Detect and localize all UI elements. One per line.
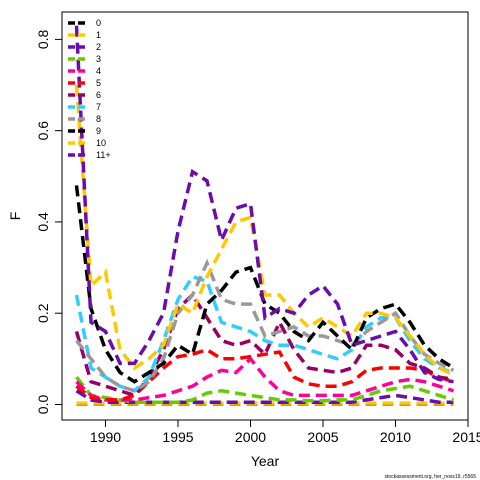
- x-tick-label: 1990: [90, 429, 121, 445]
- y-tick-label: 0.8: [35, 29, 51, 49]
- series-line: [74, 25, 454, 384]
- series-line: [74, 292, 454, 398]
- legend-label: 5: [96, 78, 101, 88]
- plot-frame: [61, 11, 469, 421]
- legend-label: 7: [96, 102, 101, 112]
- series-line: [75, 376, 455, 404]
- legend-label: 3: [96, 54, 101, 64]
- x-tick-label: 2015: [452, 429, 480, 445]
- series-line: [74, 274, 455, 393]
- x-axis-label: Year: [251, 453, 280, 469]
- series-line: [75, 356, 455, 402]
- y-tick-label: 0.0: [35, 395, 51, 415]
- footnote: stockassessment.org, her_noss19, r5565: [385, 474, 477, 480]
- legend-label: 8: [96, 114, 101, 124]
- legend-label: 6: [96, 90, 101, 100]
- legend-label: 9: [96, 126, 101, 136]
- series-line: [75, 389, 454, 404]
- y-axis-label: F: [7, 212, 23, 221]
- x-tick-label: 1995: [162, 429, 193, 445]
- series-line: [74, 185, 455, 384]
- legend-label: 11+: [96, 150, 111, 160]
- legend-label: 2: [96, 42, 101, 52]
- legend-label: 1: [96, 30, 101, 40]
- x-tick-label: 2010: [380, 429, 411, 445]
- x-tick-label: 2000: [235, 429, 266, 445]
- x-tick-label: 2005: [307, 429, 338, 445]
- y-tick-label: 0.6: [35, 121, 51, 141]
- series-line: [74, 84, 455, 377]
- y-tick-label: 0.2: [35, 303, 51, 323]
- series-line: [75, 258, 455, 393]
- legend-label: 0: [96, 18, 101, 28]
- y-tick-label: 0.4: [35, 212, 51, 232]
- plot-area: [74, 25, 455, 406]
- legend-label: 4: [96, 66, 101, 76]
- legend-label: 10: [96, 138, 106, 148]
